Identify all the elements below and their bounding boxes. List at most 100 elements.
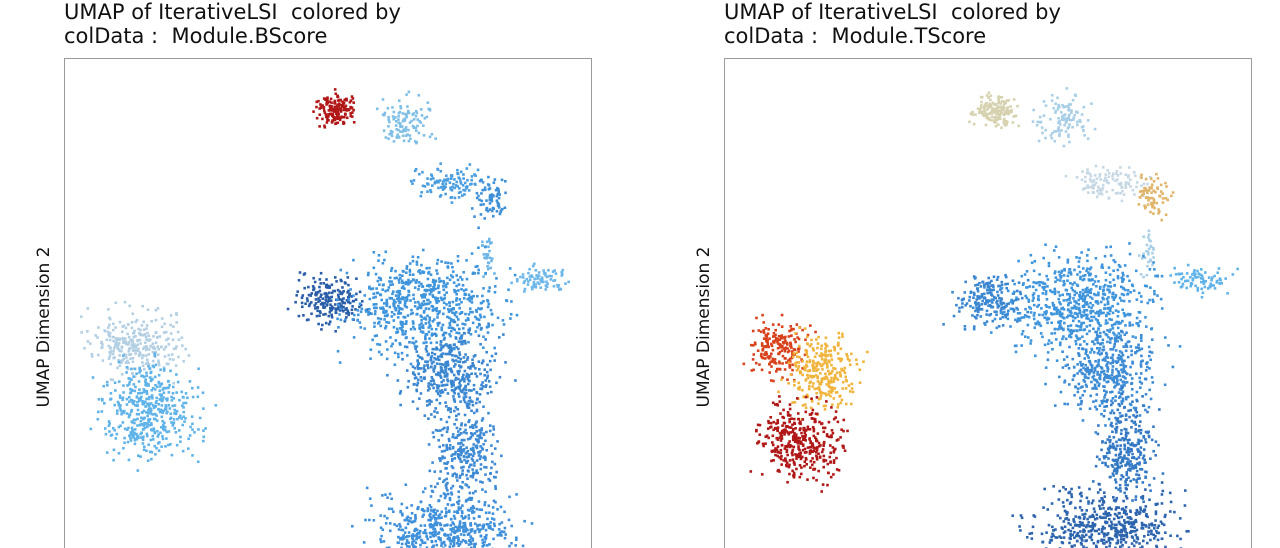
cell-point: [432, 296, 435, 299]
cell-point: [344, 318, 347, 321]
cell-point: [477, 226, 480, 229]
cell-point: [1052, 302, 1055, 305]
cell-point: [486, 241, 489, 244]
cell-point: [467, 514, 470, 517]
cell-point: [147, 412, 150, 415]
cell-point: [463, 356, 466, 359]
cell-point: [110, 350, 113, 353]
cell-point: [1002, 324, 1005, 327]
cell-point: [369, 357, 372, 360]
cell-point: [1092, 400, 1095, 403]
cell-point: [487, 268, 490, 271]
cell-point: [437, 284, 440, 287]
cell-point: [1102, 339, 1105, 342]
cell-point: [418, 120, 421, 123]
cell-point: [417, 363, 420, 366]
cell-point: [142, 375, 145, 378]
cell-point: [138, 400, 141, 403]
cell-point: [1117, 315, 1120, 318]
cell-point: [1090, 102, 1093, 105]
cell-point: [1178, 281, 1181, 284]
cell-point: [467, 329, 470, 332]
cell-point: [455, 293, 458, 296]
cell-point: [349, 288, 352, 291]
cell-point: [453, 398, 456, 401]
cell-point: [1078, 383, 1081, 386]
cell-point: [478, 524, 481, 527]
cell-point: [997, 117, 1000, 120]
cell-point: [422, 509, 425, 512]
cell-point: [474, 354, 477, 357]
cell-point: [447, 363, 450, 366]
cell-point: [396, 133, 399, 136]
cell-point: [424, 338, 427, 341]
cell-point: [1164, 182, 1167, 185]
cell-point: [352, 101, 355, 104]
cell-point: [161, 404, 164, 407]
cell-point: [1108, 418, 1111, 421]
cell-point: [378, 254, 381, 257]
cell-point: [416, 529, 419, 532]
cell-point: [410, 504, 413, 507]
cell-point: [434, 365, 437, 368]
cell-point: [1107, 300, 1110, 303]
cell-point: [429, 136, 432, 139]
cell-point: [531, 275, 534, 278]
cell-point: [497, 188, 500, 191]
cell-point: [486, 253, 489, 256]
cell-point: [462, 173, 465, 176]
cell-point: [493, 272, 496, 275]
cell-point: [440, 381, 443, 384]
cell-point: [996, 300, 999, 303]
cell-point: [132, 375, 135, 378]
cell-point: [424, 335, 427, 338]
cell-point: [461, 473, 464, 476]
cell-point: [348, 294, 351, 297]
cell-point: [434, 353, 437, 356]
cell-point: [1082, 294, 1085, 297]
cell-point: [480, 509, 483, 512]
cell-point: [445, 405, 448, 408]
cell-point: [397, 294, 400, 297]
cell-point: [1117, 269, 1120, 272]
cell-point: [429, 293, 432, 296]
cell-point: [478, 515, 481, 518]
cell-point: [1059, 341, 1062, 344]
cell-point: [1066, 87, 1069, 90]
cell-point: [446, 179, 449, 182]
cell-point: [528, 268, 531, 271]
cell-point: [473, 452, 476, 455]
cell-point: [347, 284, 350, 287]
cell-point: [443, 457, 446, 460]
cell-point: [328, 315, 331, 318]
cell-point: [478, 360, 481, 363]
cell-point: [1069, 119, 1072, 122]
cell-point: [489, 196, 492, 199]
cell-point: [453, 178, 456, 181]
cell-point: [1088, 306, 1091, 309]
cell-point: [344, 282, 347, 285]
cell-point: [383, 259, 386, 262]
cell-point: [1049, 118, 1052, 121]
cell-point: [448, 346, 451, 349]
cell-point: [314, 281, 317, 284]
cell-point: [405, 322, 408, 325]
cell-point: [120, 413, 123, 416]
cell-point: [401, 514, 404, 517]
cell-point: [987, 96, 990, 99]
cell-point: [149, 367, 152, 370]
cell-point: [1045, 104, 1048, 107]
cell-point: [1009, 105, 1012, 108]
cell-point: [460, 454, 463, 457]
cell-point: [125, 361, 128, 364]
cell-point: [385, 301, 388, 304]
cell-point: [1099, 178, 1102, 181]
cell-point: [118, 380, 121, 383]
cell-point: [380, 353, 383, 356]
cell-point: [310, 312, 313, 315]
cell-point: [427, 303, 430, 306]
cell-point: [306, 319, 309, 322]
cell-point: [464, 424, 467, 427]
cell-point: [155, 414, 158, 417]
cell-point: [436, 316, 439, 319]
